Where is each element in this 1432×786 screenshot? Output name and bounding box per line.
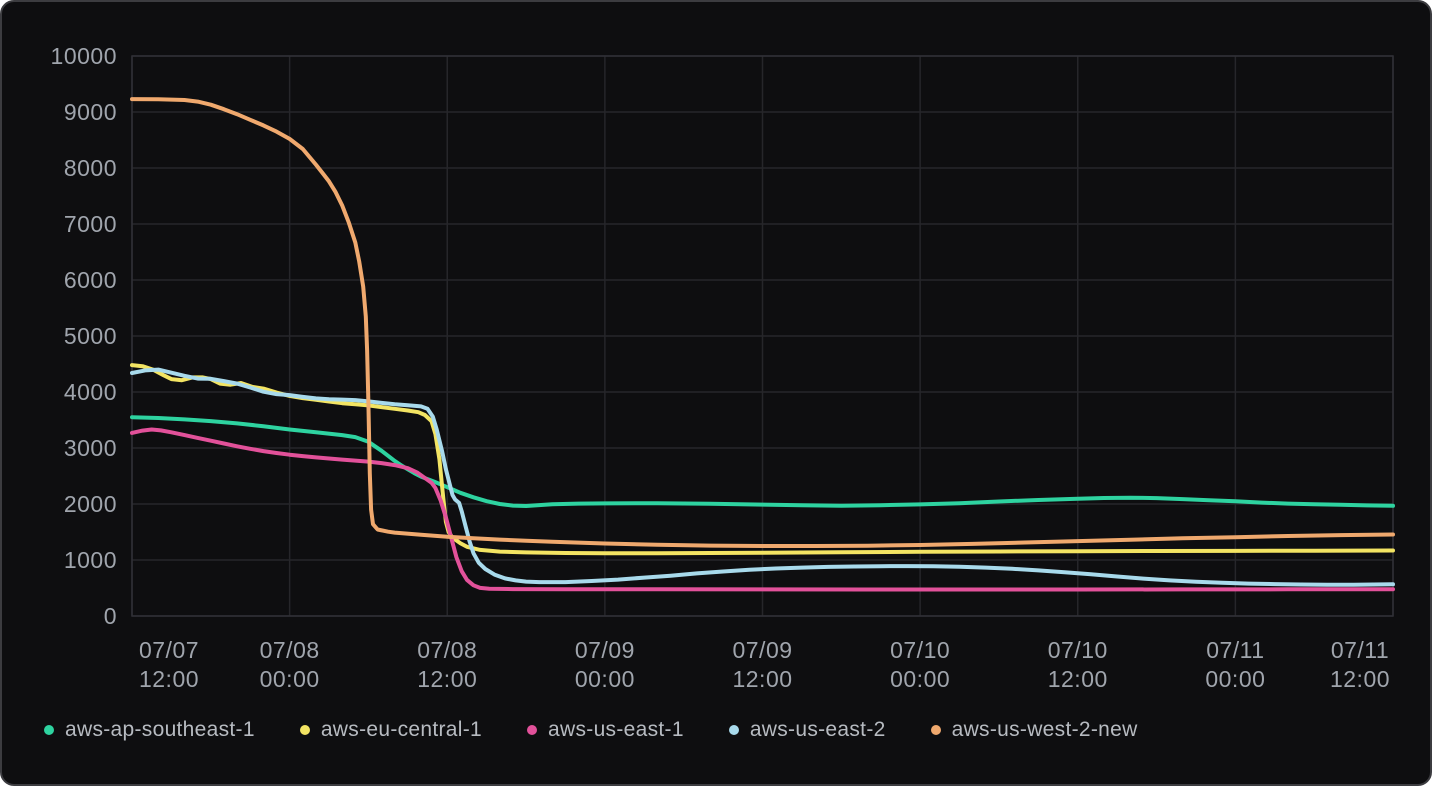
legend-item-aws-eu-central-1[interactable]: aws-eu-central-1 [299,718,483,742]
series-line-aws-us-east-2[interactable] [130,367,1395,587]
y-axis-tick-label: 10000 [51,43,117,69]
legend-item-aws-us-west-2-new[interactable]: aws-us-west-2-new [930,718,1138,742]
x-axis-tick-label-time: 00:00 [260,666,320,692]
x-axis-tick-label-date: 07/07 [139,637,199,663]
y-axis-tick-label: 0 [104,603,117,629]
x-axis-tick-label-date: 07/11 [1331,637,1389,663]
legend-item-aws-ap-southeast-1[interactable]: aws-ap-southeast-1 [44,718,255,742]
plot-area[interactable] [132,56,1393,616]
x-axis-tick-label-date: 07/09 [575,637,635,663]
x-axis-tick-label-time: 00:00 [890,666,950,692]
x-axis-tick-label-time: 12:00 [139,666,199,692]
legend-series-dot-icon [299,725,310,735]
y-axis-tick-label: 2000 [64,491,117,517]
y-axis-tick-label: 7000 [64,211,117,237]
y-axis-tick-label: 1000 [64,547,117,573]
legend: aws-ap-southeast-1 aws-eu-central-1 aws-us… [44,718,1430,742]
y-axis-tick-label: 8000 [64,155,117,181]
x-axis-tick-label-time: 00:00 [1205,666,1265,692]
x-axis-tick-label-time: 12:00 [1330,666,1390,692]
y-axis-tick-label: 6000 [64,267,117,293]
x-axis-tick-label-time: 12:00 [417,666,477,692]
series-line-aws-us-west-2-new[interactable] [130,97,1395,548]
legend-series-label: aws-us-east-1 [548,718,684,741]
line-chart: 0 1000 2000 3000 4000 5000 6000 7000 8000 9000 100… [51,43,1395,692]
x-axis-tick-label-time: 12:00 [732,666,792,692]
x-axis-tick-label-date: 07/11 [1206,637,1264,663]
x-axis-tick-label-date: 07/10 [1048,637,1108,663]
x-axis-tick-label-time: 00:00 [575,666,635,692]
legend-series-dot-icon [44,725,54,735]
legend-series-dot-icon [930,725,941,735]
x-axis-tick-label-date: 07/08 [417,637,477,663]
plot-border [131,55,1394,617]
y-axis-tick-label: 3000 [64,435,117,461]
legend-item-aws-us-east-1[interactable]: aws-us-east-1 [527,718,684,742]
x-axis-tick-label-time: 12:00 [1048,666,1108,692]
x-axis-tick-label-date: 07/10 [890,637,950,663]
legend-series-label: aws-us-east-2 [749,718,886,741]
y-axis-tick-label: 9000 [64,99,117,125]
legend-series-label: aws-ap-southeast-1 [65,718,255,741]
y-axis-tick-label: 5000 [64,323,117,349]
series-line-aws-us-east-1[interactable] [130,427,1395,592]
legend-series-label: aws-us-west-2-new [951,718,1138,741]
legend-series-dot-icon [728,725,739,735]
x-axis-tick-label-date: 07/08 [260,637,320,663]
series-line-aws-ap-southeast-1[interactable] [130,415,1395,508]
legend-series-dot-icon [527,725,538,735]
x-axis-tick-label-date: 07/09 [732,637,792,663]
legend-item-aws-us-east-2[interactable]: aws-us-east-2 [728,718,886,742]
legend-series-label: aws-eu-central-1 [320,718,483,741]
y-axis-tick-label: 4000 [64,379,117,405]
